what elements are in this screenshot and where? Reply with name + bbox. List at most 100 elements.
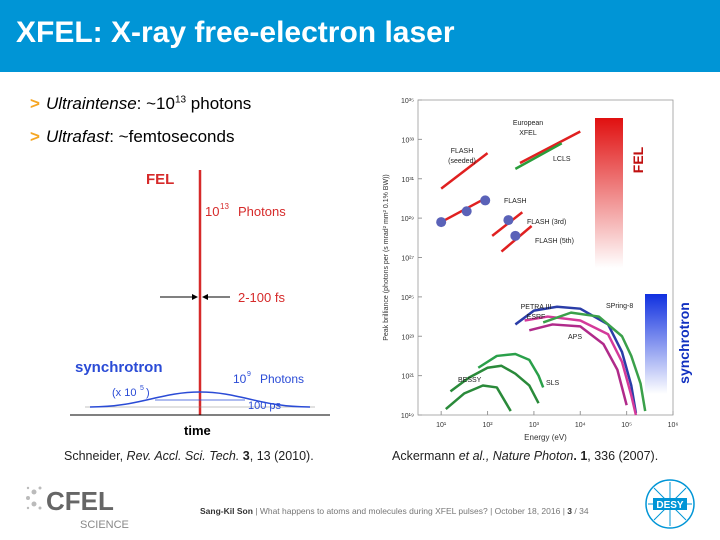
series-label-flash_seeded: (seeded) bbox=[448, 158, 476, 165]
cite-journal: Rev. Accl. Sci. Tech. bbox=[126, 449, 240, 463]
sync-scale-exp: 5 bbox=[140, 385, 144, 392]
x-tick-label: 10³ bbox=[529, 422, 540, 429]
y-tick-label: 10²⁵ bbox=[401, 295, 414, 302]
sync-photons-word: Photons bbox=[260, 372, 304, 386]
x-tick-label: 10⁴ bbox=[575, 422, 586, 429]
cite-journal: , Nature Photon bbox=[485, 449, 574, 463]
fel-label: FEL bbox=[146, 171, 174, 188]
footer-total: / 34 bbox=[572, 506, 589, 516]
series-bessy bbox=[449, 364, 540, 404]
sync-duration: 100 ps bbox=[248, 400, 282, 412]
fel-gradient-bar bbox=[595, 118, 623, 268]
slide-title: XFEL: X-ray free-electron laser bbox=[16, 16, 455, 49]
x-axis-label: Energy (eV) bbox=[524, 433, 567, 442]
citation-right: Ackermann et al., Nature Photon. 1, 336 … bbox=[392, 449, 658, 463]
series-label-european_xfel: XFEL bbox=[519, 130, 537, 137]
fel-duration: 2-100 fs bbox=[238, 290, 285, 305]
flash-point bbox=[436, 217, 447, 228]
cite-etal: et al. bbox=[458, 449, 486, 463]
series-label-flash_seeded: FLASH bbox=[451, 148, 474, 155]
bullet-sup: 13 bbox=[174, 94, 187, 106]
cite-authors: Schneider, bbox=[64, 449, 127, 463]
citation-left: Schneider, Rev. Accl. Sci. Tech. 3, 13 (… bbox=[64, 449, 314, 463]
sync-scale-post: ) bbox=[146, 387, 150, 399]
x-tick-label: 10¹ bbox=[436, 422, 447, 429]
series-aps bbox=[528, 323, 628, 406]
bullet-term: Ultraintense bbox=[45, 94, 137, 113]
series-bessy_low bbox=[445, 384, 512, 412]
cfel-logo-text: CFEL bbox=[46, 486, 114, 516]
flash-point bbox=[510, 230, 521, 241]
y-tick-label: 10²⁷ bbox=[401, 256, 414, 263]
series-lcls bbox=[514, 142, 563, 171]
cite-vol: . 1 bbox=[573, 449, 588, 463]
cite-rest: , 13 (2010). bbox=[249, 449, 314, 463]
y-tick-label: 10¹⁹ bbox=[401, 413, 414, 420]
series-petra bbox=[514, 305, 638, 414]
fel-photons-word: Photons bbox=[238, 204, 286, 219]
bullet-marker: > bbox=[30, 94, 40, 113]
series-label-flash: FLASH bbox=[504, 198, 527, 205]
series-european_xfel bbox=[519, 130, 581, 165]
desy-logo: DESY bbox=[645, 479, 695, 529]
sync-scale-pre: (x 10 bbox=[112, 387, 136, 399]
series-label-esrf: ESRF bbox=[527, 314, 546, 321]
flash-point bbox=[480, 195, 491, 206]
sync-photons-base: 10 bbox=[233, 372, 247, 386]
bullet-ultraintense: > Ultraintense: ~1013 photons bbox=[30, 94, 251, 114]
footer-text: | What happens to atoms and molecules du… bbox=[252, 506, 568, 516]
x-tick-label: 10² bbox=[482, 422, 493, 429]
fel-bar-label: FEL bbox=[630, 146, 646, 173]
y-tick-label: 10³¹ bbox=[402, 177, 415, 184]
desy-logo-text: DESY bbox=[656, 500, 684, 511]
sync-photons-exp: 9 bbox=[247, 371, 251, 378]
series-label-sls: SLS bbox=[546, 380, 560, 387]
footer-author: Sang-Kil Son bbox=[200, 506, 253, 516]
flash-point bbox=[461, 206, 472, 217]
y-tick-label: 10³⁵ bbox=[401, 98, 414, 105]
bullet-term: Ultrafast bbox=[45, 127, 110, 146]
bullet-text: : ~femtoseconds bbox=[109, 127, 235, 146]
sync-pulse-curve bbox=[89, 391, 311, 408]
bullet-text: : ~10 bbox=[136, 94, 175, 113]
cite-rest: , 336 (2007). bbox=[587, 449, 659, 463]
cite-vol: 3 bbox=[239, 449, 250, 463]
y-tick-label: 10²⁹ bbox=[401, 216, 414, 223]
series-label-flash5: FLASH (5th) bbox=[535, 238, 574, 245]
title-bar bbox=[0, 0, 720, 72]
cfel-science-text: SCIENCE bbox=[80, 519, 129, 531]
fel-photons-base: 10 bbox=[205, 204, 219, 219]
series-esrf bbox=[524, 315, 638, 416]
brilliance-chart: 10¹ 10² 10³ 10⁴ 10⁵ 10⁶ 10¹⁹ 10²¹ 10²³ 10²⁵ 10²⁷ 10… bbox=[383, 98, 692, 442]
series-label-european_xfel: European bbox=[513, 120, 543, 127]
arrowhead-left bbox=[192, 294, 198, 300]
series-label-aps: APS bbox=[568, 334, 582, 341]
footer-page: 3 bbox=[567, 506, 573, 516]
bullet-marker: > bbox=[30, 127, 40, 146]
y-axis-label: Peak brilliance (photons per (s mrad² mm… bbox=[383, 174, 390, 341]
time-axis-label: time bbox=[184, 423, 211, 438]
cfel-dots-icon bbox=[26, 486, 42, 510]
sync-label: synchrotron bbox=[75, 359, 163, 376]
footer: Sang-Kil Son | What happens to atoms and… bbox=[200, 506, 589, 516]
bullet-ultrafast: > Ultrafast: ~femtoseconds bbox=[30, 127, 234, 147]
series-label-bessy: BESSY bbox=[458, 377, 482, 384]
series-label-lcls: LCLS bbox=[553, 156, 571, 163]
cite-authors: Ackermann bbox=[392, 449, 459, 463]
cfel-logo: CFEL SCIENCE bbox=[26, 486, 129, 531]
series-label-petra: PETRA III bbox=[521, 304, 552, 311]
series-label-spring8: SPring-8 bbox=[606, 303, 633, 310]
sync-gradient-bar bbox=[645, 294, 667, 394]
series-flash_seeded bbox=[440, 152, 489, 190]
bullet-text-end: photons bbox=[186, 94, 252, 113]
y-tick-label: 10³³ bbox=[402, 137, 415, 144]
sync-bar-label: synchrotron bbox=[676, 302, 692, 384]
desy-band bbox=[653, 498, 687, 510]
y-tick-label: 10²³ bbox=[402, 334, 415, 341]
series-spring8 bbox=[542, 311, 647, 412]
pulse-figure: FEL 10 13 Photons 2-100 fs synchrotron (… bbox=[70, 170, 330, 438]
x-tick-label: 10⁵ bbox=[621, 422, 632, 429]
x-tick-label: 10⁶ bbox=[668, 422, 679, 429]
fel-photons-exp: 13 bbox=[220, 202, 229, 211]
y-tick-label: 10²¹ bbox=[402, 374, 415, 381]
